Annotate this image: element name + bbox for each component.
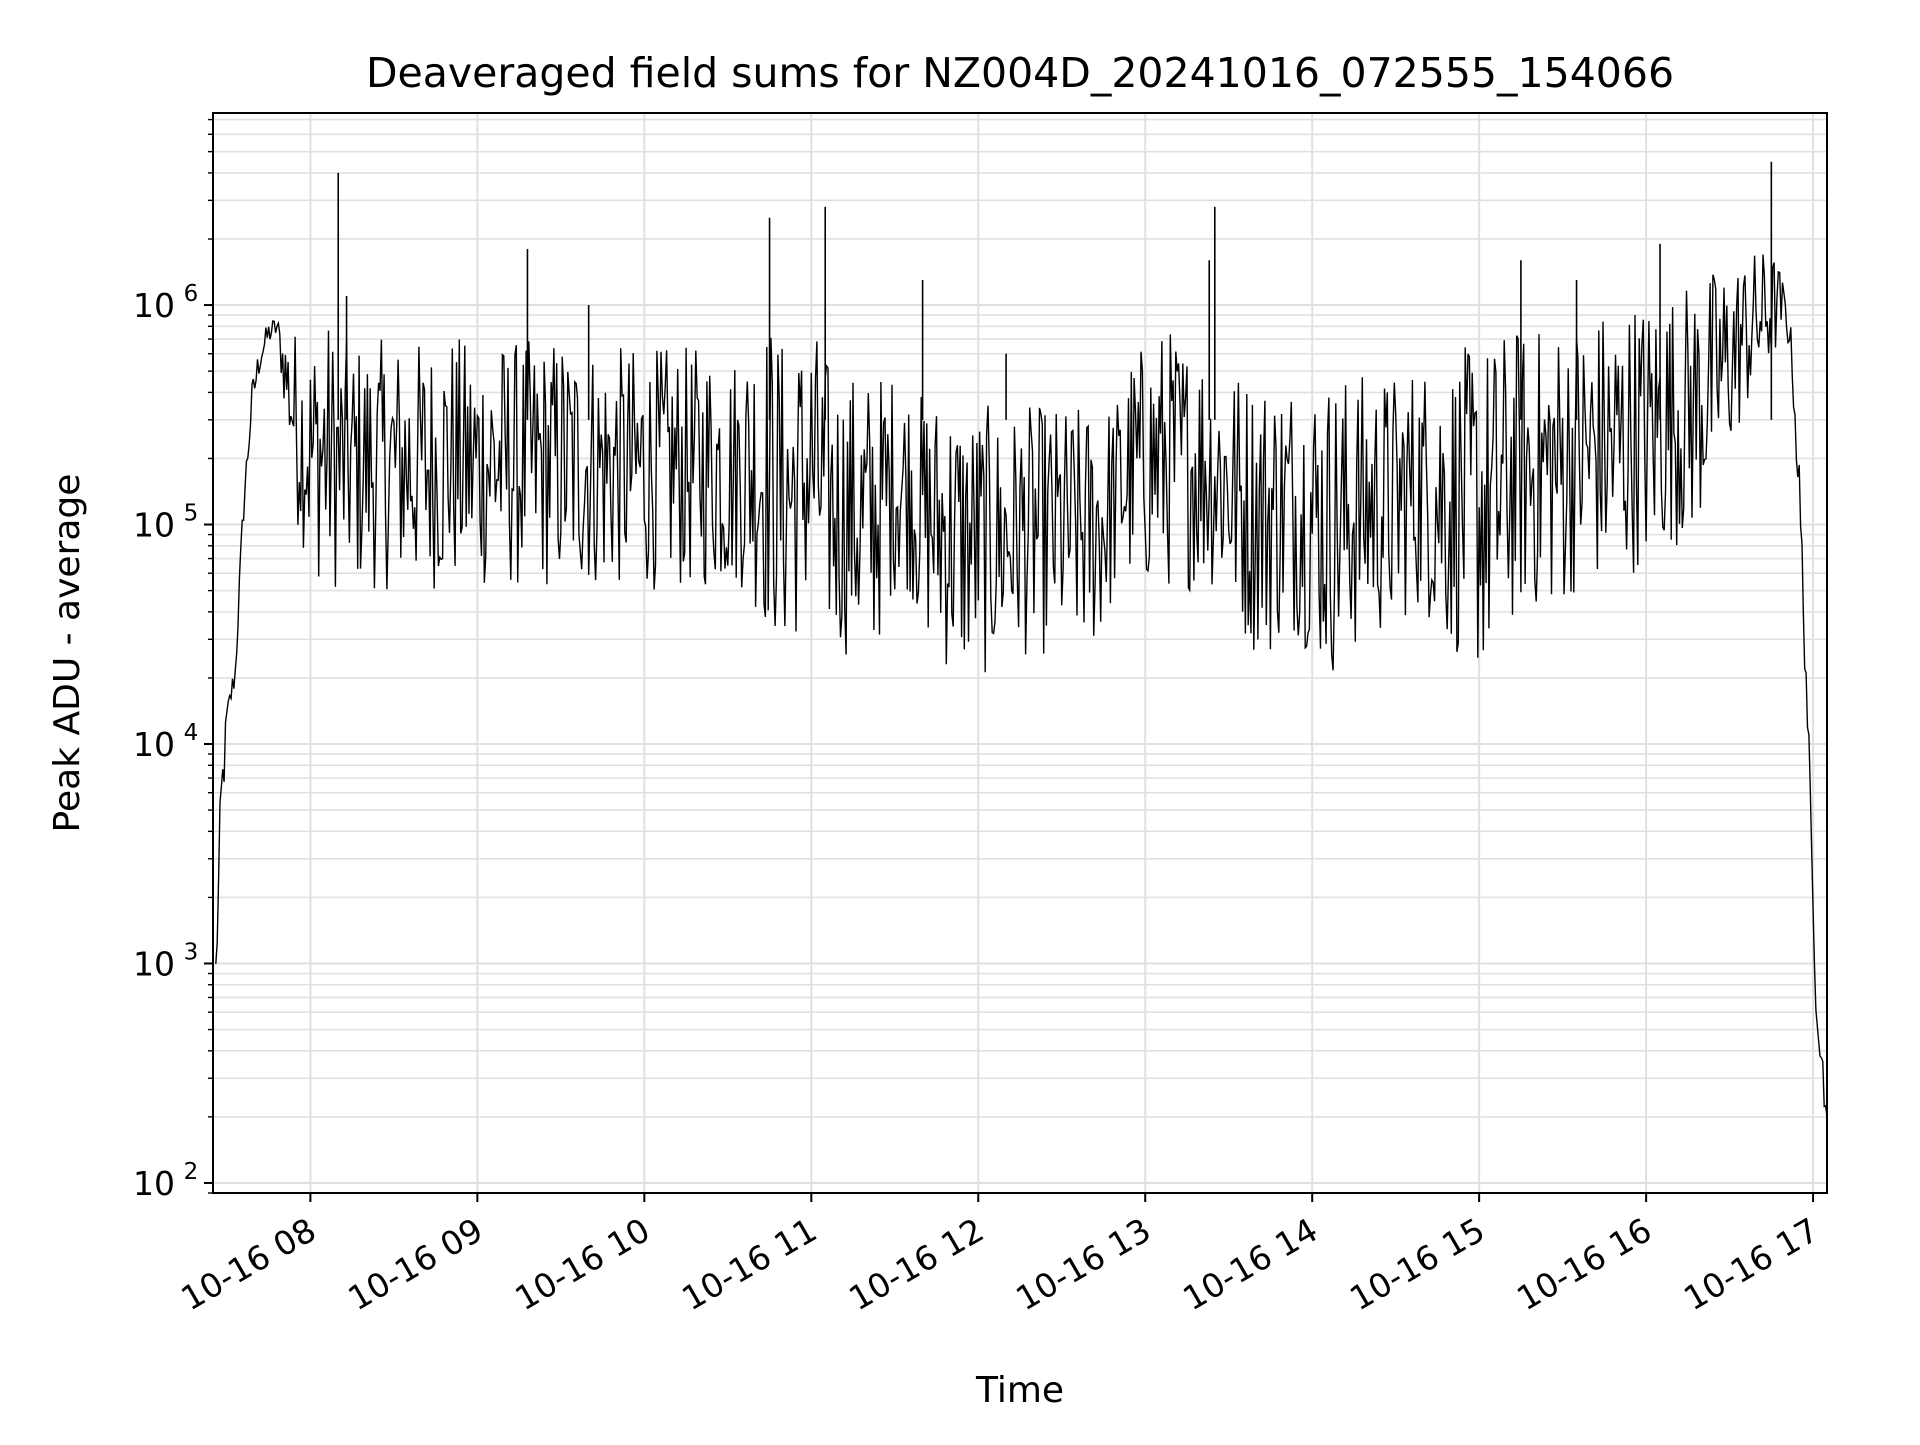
plot-area-frame bbox=[212, 112, 1828, 1194]
y-tick-label-exponent: 4 bbox=[184, 720, 199, 746]
x-axis-label: Time bbox=[975, 1370, 1064, 1411]
chart-title: Deaveraged field sums for NZ004D_2024101… bbox=[366, 49, 1674, 97]
data-series bbox=[215, 161, 1828, 1117]
y-axis-label: Peak ADU - average bbox=[47, 474, 88, 833]
y-tick-label: 10 bbox=[133, 944, 175, 983]
y-tick-label-exponent: 5 bbox=[184, 501, 199, 527]
data-line bbox=[215, 254, 1828, 1117]
y-tick-label: 10 bbox=[133, 1164, 175, 1203]
grid bbox=[213, 113, 1827, 1194]
y-tick-label-exponent: 3 bbox=[184, 939, 199, 965]
y-tick-label-exponent: 2 bbox=[184, 1159, 199, 1185]
y-tick-label-exponent: 6 bbox=[184, 281, 199, 307]
y-tick-label: 10 bbox=[133, 725, 175, 764]
y-tick-label: 10 bbox=[133, 286, 175, 325]
y-tick-label: 10 bbox=[133, 506, 175, 545]
